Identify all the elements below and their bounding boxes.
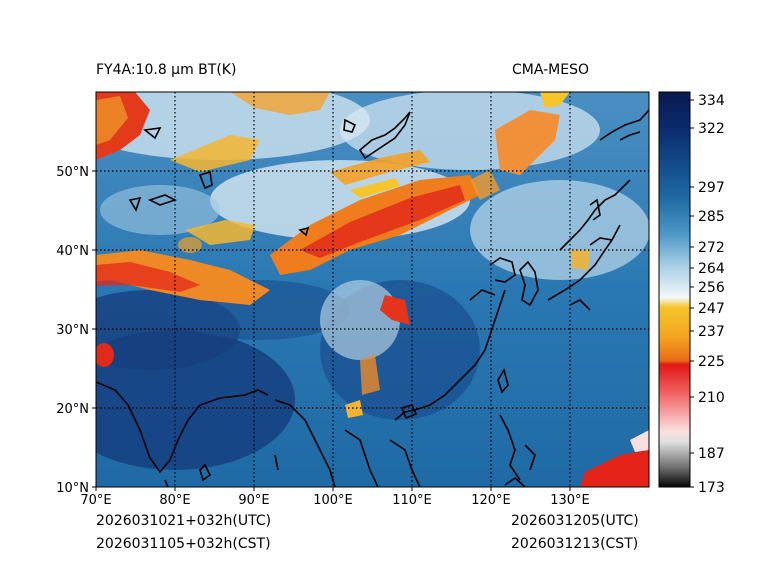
colorbar-label-210: 210 xyxy=(698,390,725,406)
colorbar-label-285: 285 xyxy=(698,209,725,225)
init-time-utc: 2026031021+032h(UTC) xyxy=(96,513,272,529)
lat-label-10: 10°N xyxy=(56,481,89,496)
lon-label-100: 100°E xyxy=(313,493,353,508)
colorbar-label-187: 187 xyxy=(698,446,725,462)
axis-ticks xyxy=(92,170,571,491)
lon-label-90: 90°E xyxy=(238,493,269,508)
lat-label-50: 50°N xyxy=(56,165,89,180)
lon-label-110: 110°E xyxy=(392,493,432,508)
lat-label-40: 40°N xyxy=(56,244,89,259)
lon-label-130: 130°E xyxy=(550,493,590,508)
lon-label-80: 80°E xyxy=(159,493,190,508)
coastlines xyxy=(96,109,649,487)
lat-label-30: 30°N xyxy=(56,323,89,338)
colorbar-scale xyxy=(658,91,691,488)
lat-label-20: 20°N xyxy=(56,402,89,417)
colorbar-label-173: 173 xyxy=(698,480,725,496)
colorbar-label-322: 322 xyxy=(698,121,725,137)
colorbar-label-264: 264 xyxy=(698,261,725,277)
map-frame xyxy=(95,91,650,488)
product-title: FY4A:10.8 μm BT(K) xyxy=(96,62,237,78)
lon-label-120: 120°E xyxy=(471,493,511,508)
init-time-cst: 2026031105+032h(CST) xyxy=(96,536,271,552)
colorbar: 334 322 297 285 272 264 256 247 237 225 … xyxy=(658,91,725,496)
colorbar-label-297: 297 xyxy=(698,180,725,196)
model-name: CMA-MESO xyxy=(512,62,590,78)
colorbar-label-334: 334 xyxy=(698,93,725,109)
colorbar-label-225: 225 xyxy=(698,354,725,370)
colorbar-label-256: 256 xyxy=(698,280,725,296)
colorbar-label-247: 247 xyxy=(698,301,725,317)
satellite-image xyxy=(96,92,649,487)
lon-label-70: 70°E xyxy=(80,493,111,508)
valid-time-utc: 2026031205(UTC) xyxy=(511,513,639,529)
colorbar-label-272: 272 xyxy=(698,240,725,256)
latitude-labels: 10°N 20°N 30°N 40°N 50°N xyxy=(56,165,89,496)
valid-time-cst: 2026031213(CST) xyxy=(511,536,639,552)
colorbar-label-237: 237 xyxy=(698,324,725,340)
graticule xyxy=(96,92,649,487)
longitude-labels: 70°E 80°E 90°E 100°E 110°E 120°E 130°E xyxy=(80,493,589,508)
